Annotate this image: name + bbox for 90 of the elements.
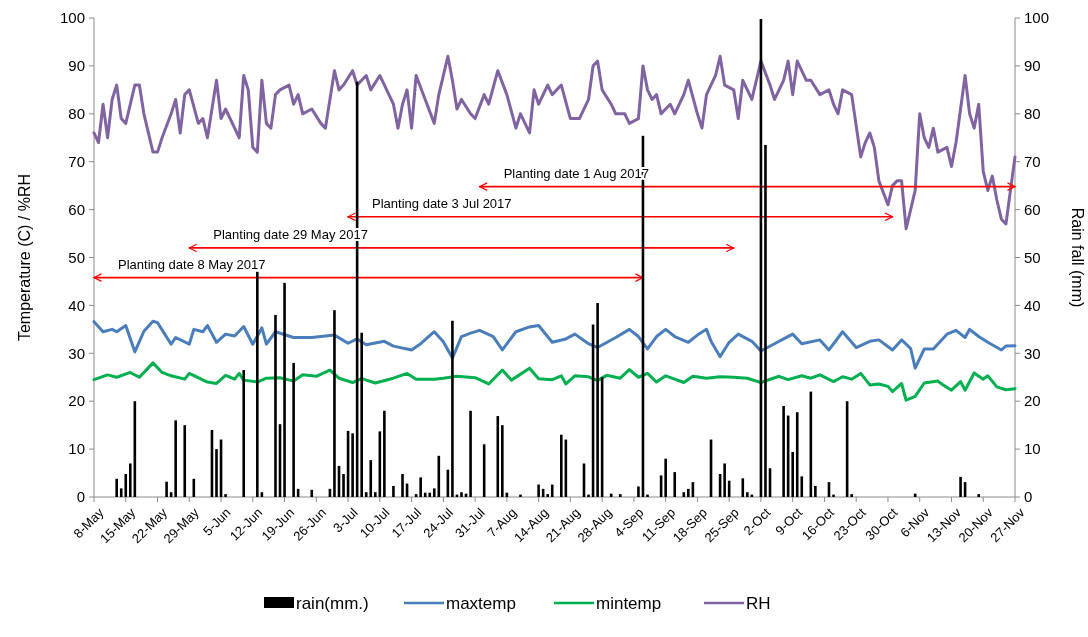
bar bbox=[596, 303, 599, 497]
legend-label: rain(mm.) bbox=[296, 593, 369, 613]
bar bbox=[215, 449, 218, 497]
bar bbox=[129, 463, 132, 497]
y-tick-label: 70 bbox=[68, 152, 85, 170]
y-tick-label: 10 bbox=[68, 440, 85, 458]
bar bbox=[746, 492, 749, 497]
bar bbox=[333, 310, 336, 497]
y-axis-title: Temperature (C) / %RH bbox=[16, 173, 33, 342]
bar bbox=[782, 405, 785, 497]
bar bbox=[791, 451, 794, 497]
bar bbox=[373, 492, 377, 497]
bar bbox=[977, 494, 980, 497]
bar bbox=[274, 314, 277, 497]
bar bbox=[242, 370, 246, 497]
y2-tick-label: 100 bbox=[1024, 9, 1050, 27]
bar bbox=[560, 434, 563, 497]
bar bbox=[519, 494, 522, 497]
y-tick-label: 40 bbox=[68, 296, 85, 314]
bar bbox=[460, 492, 463, 497]
bar bbox=[959, 476, 962, 497]
bar bbox=[664, 458, 667, 497]
y2-tick-label: 0 bbox=[1024, 488, 1033, 506]
bar bbox=[795, 412, 799, 497]
y2-tick-label: 70 bbox=[1024, 152, 1041, 170]
y-tick-label: 80 bbox=[68, 105, 85, 123]
line-series bbox=[92, 319, 1017, 370]
bar bbox=[124, 474, 128, 497]
line-series bbox=[92, 361, 1017, 402]
y-tick-label: 60 bbox=[68, 200, 85, 218]
bar bbox=[850, 494, 853, 497]
bar bbox=[832, 494, 835, 497]
bar bbox=[764, 144, 767, 497]
bar bbox=[550, 484, 554, 497]
annotation: Planting date 8 May 2017 bbox=[118, 256, 266, 272]
bar bbox=[369, 460, 373, 497]
bar bbox=[256, 271, 259, 497]
bar bbox=[392, 485, 395, 497]
bar bbox=[723, 463, 726, 497]
bar bbox=[741, 478, 745, 497]
bar bbox=[183, 425, 187, 497]
bar bbox=[637, 486, 640, 497]
bar bbox=[687, 488, 690, 497]
bar bbox=[428, 492, 432, 497]
bar bbox=[537, 484, 540, 497]
y2-tick-label: 90 bbox=[1024, 57, 1041, 75]
bar bbox=[383, 410, 386, 497]
bar bbox=[609, 493, 613, 497]
bar bbox=[587, 494, 590, 497]
y-tick-label: 30 bbox=[68, 344, 85, 362]
legend-label: mintemp bbox=[596, 593, 662, 613]
bar bbox=[618, 494, 622, 497]
bar bbox=[432, 488, 436, 497]
bar bbox=[292, 362, 295, 497]
bar bbox=[496, 416, 500, 497]
bar bbox=[115, 478, 118, 497]
bar bbox=[814, 485, 817, 497]
bar bbox=[401, 474, 404, 497]
y2-tick-label: 50 bbox=[1024, 248, 1041, 266]
y2-tick-label: 40 bbox=[1024, 296, 1041, 314]
y-tick-label: 20 bbox=[68, 392, 85, 410]
y2-tick-label: 60 bbox=[1024, 200, 1041, 218]
bar bbox=[673, 472, 677, 497]
bar bbox=[351, 433, 354, 497]
bar bbox=[165, 481, 168, 497]
y-tick-label: 50 bbox=[68, 248, 85, 266]
line-series bbox=[92, 54, 1017, 231]
bar bbox=[419, 477, 422, 497]
legend-label: RH bbox=[746, 593, 771, 613]
y2-tick-label: 20 bbox=[1024, 392, 1041, 410]
bar bbox=[469, 410, 472, 497]
y2-tick-label: 80 bbox=[1024, 105, 1041, 123]
legend-label: maxtemp bbox=[446, 593, 516, 613]
bar bbox=[224, 494, 227, 497]
y-tick-label: 100 bbox=[59, 9, 85, 27]
bar bbox=[451, 320, 454, 497]
bar bbox=[310, 489, 314, 497]
y2-tick-label: 30 bbox=[1024, 344, 1041, 362]
y-tick-label: 0 bbox=[76, 488, 85, 506]
y2-tick-label: 10 bbox=[1024, 440, 1041, 458]
y-tick-label: 90 bbox=[68, 57, 85, 75]
bar bbox=[283, 282, 286, 497]
annotation: Planting date 3 Jul 2017 bbox=[372, 195, 512, 211]
bar bbox=[342, 474, 345, 497]
bar bbox=[360, 332, 363, 497]
bar bbox=[174, 420, 177, 497]
bar bbox=[501, 425, 504, 497]
bar bbox=[646, 494, 649, 497]
bar bbox=[546, 494, 549, 497]
y2-axis-title: Rain fall (mm) bbox=[1069, 207, 1086, 308]
